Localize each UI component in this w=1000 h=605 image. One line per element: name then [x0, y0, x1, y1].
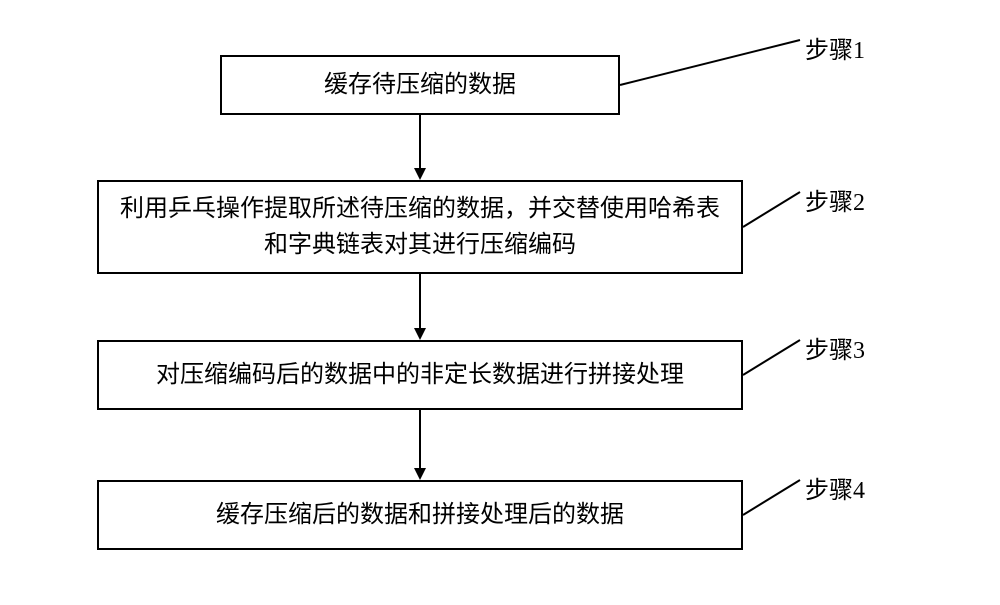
flow-node-step4: 缓存压缩后的数据和拼接处理后的数据 [97, 480, 743, 550]
step-label-3: 步骤3 [805, 330, 865, 365]
flow-node-step1: 缓存待压缩的数据 [220, 55, 620, 115]
arrow-head [414, 468, 426, 480]
flow-node-step2: 利用乒乓操作提取所述待压缩的数据，并交替使用哈希表和字典链表对其进行压缩编码 [97, 180, 743, 274]
flowchart-container: 缓存待压缩的数据 步骤1 利用乒乓操作提取所述待压缩的数据，并交替使用哈希表和字… [0, 0, 1000, 605]
arrow-head [414, 168, 426, 180]
flow-node-text: 对压缩编码后的数据中的非定长数据进行拼接处理 [156, 357, 684, 393]
flow-node-step3: 对压缩编码后的数据中的非定长数据进行拼接处理 [97, 340, 743, 410]
flow-node-text: 缓存待压缩的数据 [324, 67, 516, 103]
arrow-line [419, 115, 421, 168]
step-label-1: 步骤1 [805, 30, 865, 65]
step-label-2: 步骤2 [805, 182, 865, 217]
arrow-line [419, 410, 421, 468]
flow-node-text: 缓存压缩后的数据和拼接处理后的数据 [216, 497, 624, 533]
flow-node-text: 利用乒乓操作提取所述待压缩的数据，并交替使用哈希表和字典链表对其进行压缩编码 [115, 191, 725, 263]
arrow-head [414, 328, 426, 340]
step-label-4: 步骤4 [805, 470, 865, 505]
arrow-line [419, 274, 421, 328]
